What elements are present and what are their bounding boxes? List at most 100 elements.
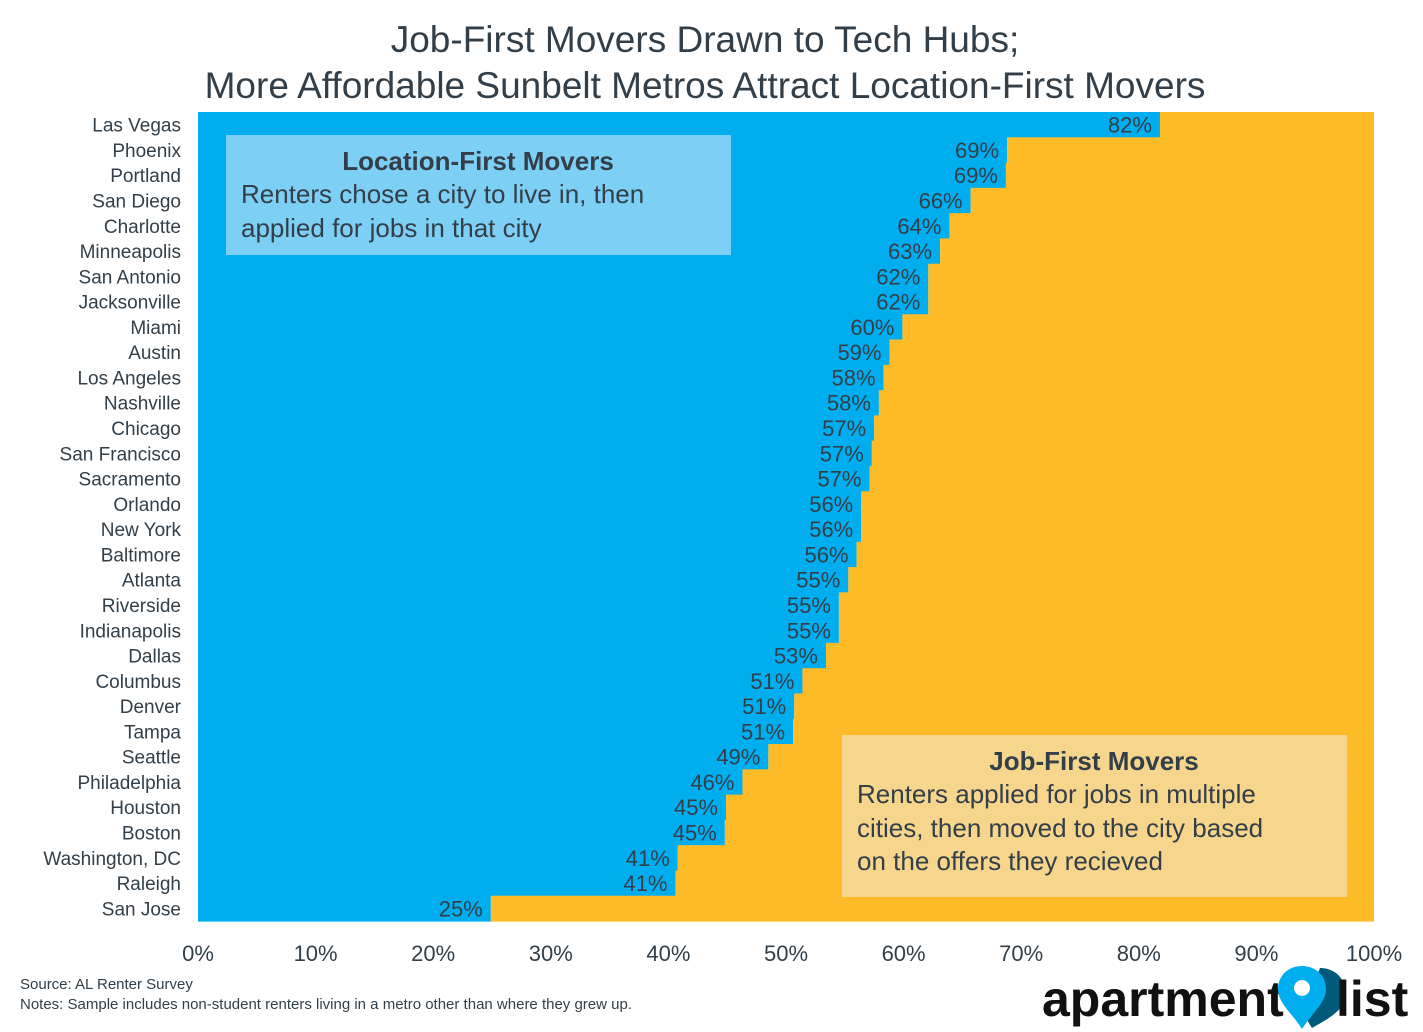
logo-pin-icon — [1278, 966, 1326, 1029]
data-label: 64% — [897, 214, 941, 239]
category-labels: Las Vegas Phoenix Portland San Diego Charlot… — [43, 116, 181, 921]
bar-location-first — [198, 364, 884, 391]
category-label: Phoenix — [112, 141, 181, 162]
bar-location-first — [198, 592, 839, 619]
job-first-annotation: Job-First Movers Renters applied for job… — [842, 735, 1347, 897]
bar-location-first — [198, 845, 678, 872]
bar-job-first — [940, 238, 1374, 265]
source-note: Source: AL Renter Survey — [20, 976, 193, 993]
bar-location-first — [198, 465, 870, 492]
data-label: 57% — [820, 441, 864, 466]
x-tick-label: 30% — [529, 941, 573, 966]
data-label: 62% — [876, 290, 920, 315]
x-tick-label: 20% — [411, 941, 455, 966]
data-label: 82% — [1108, 113, 1152, 138]
category-label: Denver — [120, 697, 182, 718]
bar-location-first — [198, 769, 743, 796]
data-label: 58% — [832, 365, 876, 390]
category-label: Jacksonville — [79, 293, 181, 314]
category-label: Philadelphia — [77, 773, 181, 794]
location-first-box — [226, 135, 731, 255]
data-labels: 82%69%69%66%64%63%62%62%60%59%58%58%57%5… — [439, 113, 1152, 922]
category-label: San Francisco — [60, 444, 181, 465]
data-label: 55% — [796, 568, 840, 593]
bar-job-first — [878, 390, 1374, 416]
location-first-line-2: applied for jobs in that city — [241, 213, 542, 243]
data-label: 51% — [750, 669, 794, 694]
x-tick-label: 10% — [294, 941, 338, 966]
category-label: Charlotte — [104, 217, 181, 238]
bar-location-first — [198, 819, 725, 846]
bar-location-first — [198, 642, 826, 669]
bar-location-first — [198, 112, 1160, 138]
data-label: 66% — [919, 188, 963, 213]
bar-job-first — [928, 288, 1374, 315]
bar-job-first — [874, 415, 1374, 442]
data-label: 53% — [774, 644, 818, 669]
category-label: Los Angeles — [77, 368, 181, 389]
data-label: 55% — [787, 618, 831, 643]
bar-location-first — [198, 339, 890, 366]
category-label: New York — [101, 520, 182, 541]
job-first-title: Job-First Movers — [989, 746, 1199, 776]
bar-job-first — [1007, 137, 1374, 164]
data-label: 46% — [690, 770, 734, 795]
category-label: Las Vegas — [92, 116, 181, 137]
logo-text-right: list — [1336, 971, 1409, 1027]
category-label: Atlanta — [122, 571, 182, 592]
bar-job-first — [825, 642, 1374, 669]
bar-location-first — [198, 794, 727, 821]
data-label: 56% — [809, 517, 853, 542]
bar-job-first — [861, 516, 1374, 543]
logo-text-left: apartment — [1042, 971, 1284, 1027]
x-tick-label: 70% — [999, 941, 1043, 966]
bar-location-first — [198, 895, 491, 922]
x-axis-ticks: 0% 10% 20% 30% 40% 50% 60% 70% 80% 90% 100% — [182, 941, 1402, 966]
bar-location-first — [198, 617, 839, 644]
data-label: 58% — [827, 391, 871, 416]
data-label: 62% — [876, 264, 920, 289]
bar-job-first — [883, 364, 1374, 391]
data-label: 51% — [741, 719, 785, 744]
data-label: 56% — [805, 542, 849, 567]
bar-location-first — [198, 541, 857, 568]
bar-location-first — [198, 440, 872, 467]
bar-location-first — [198, 288, 929, 315]
bar-job-first — [490, 895, 1375, 922]
category-label: Washington, DC — [43, 849, 181, 870]
job-first-line-3: on the offers they recieved — [857, 846, 1163, 876]
bar-job-first — [869, 465, 1374, 492]
data-label: 56% — [809, 492, 853, 517]
bar-job-first — [889, 339, 1374, 366]
bar-location-first — [198, 415, 875, 442]
x-tick-label: 60% — [882, 941, 926, 966]
bar-location-first — [198, 491, 862, 518]
data-label: 60% — [850, 315, 894, 340]
job-first-line-1: Renters applied for jobs in multiple — [857, 779, 1256, 809]
x-tick-label: 100% — [1346, 941, 1402, 966]
data-label: 57% — [822, 416, 866, 441]
bar-job-first — [838, 617, 1374, 644]
data-label: 41% — [626, 846, 670, 871]
bar-location-first — [198, 263, 929, 290]
category-label: Boston — [122, 824, 181, 845]
bar-location-first — [198, 744, 769, 770]
data-label: 55% — [787, 593, 831, 618]
bar-job-first — [802, 668, 1374, 695]
location-first-line-1: Renters chose a city to live in, then — [241, 179, 644, 209]
category-label: Miami — [130, 318, 181, 339]
bar-location-first — [198, 668, 803, 695]
category-label: Houston — [110, 798, 181, 819]
category-label: San Diego — [92, 191, 181, 212]
category-label: San Jose — [102, 899, 181, 920]
category-label: Tampa — [124, 722, 181, 743]
category-label: San Antonio — [79, 267, 181, 288]
chart-title-line-1: Job-First Movers Drawn to Tech Hubs; — [391, 19, 1020, 60]
data-label: 25% — [439, 896, 483, 921]
bar-location-first — [198, 718, 794, 745]
category-label: Nashville — [104, 394, 181, 415]
category-label: Riverside — [102, 596, 181, 617]
category-label: Baltimore — [101, 545, 181, 566]
category-label: Raleigh — [117, 874, 181, 895]
